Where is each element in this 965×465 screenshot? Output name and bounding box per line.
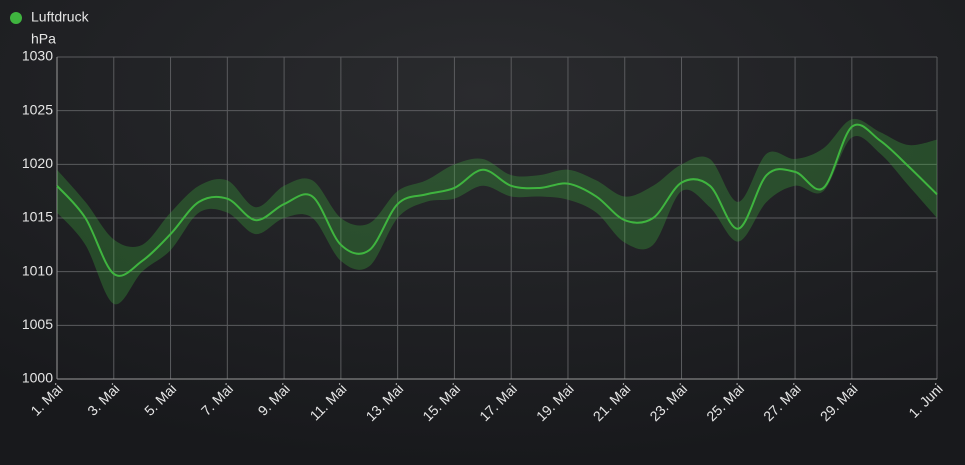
y-tick-label: 1000: [22, 370, 53, 386]
legend-marker[interactable]: [10, 12, 22, 24]
range-band: [57, 118, 937, 305]
line: [56, 123, 938, 277]
y-tick-label: 1025: [22, 101, 53, 117]
y-tick-label: 1030: [22, 48, 53, 64]
y-tick-label: 1020: [22, 155, 53, 171]
y-tick-label: 1015: [22, 209, 53, 225]
y-axis-label: hPa: [31, 31, 56, 47]
y-tick-label: 1010: [22, 262, 53, 278]
legend-label[interactable]: Luftdruck: [31, 9, 90, 25]
y-tick-label: 1005: [22, 316, 53, 332]
